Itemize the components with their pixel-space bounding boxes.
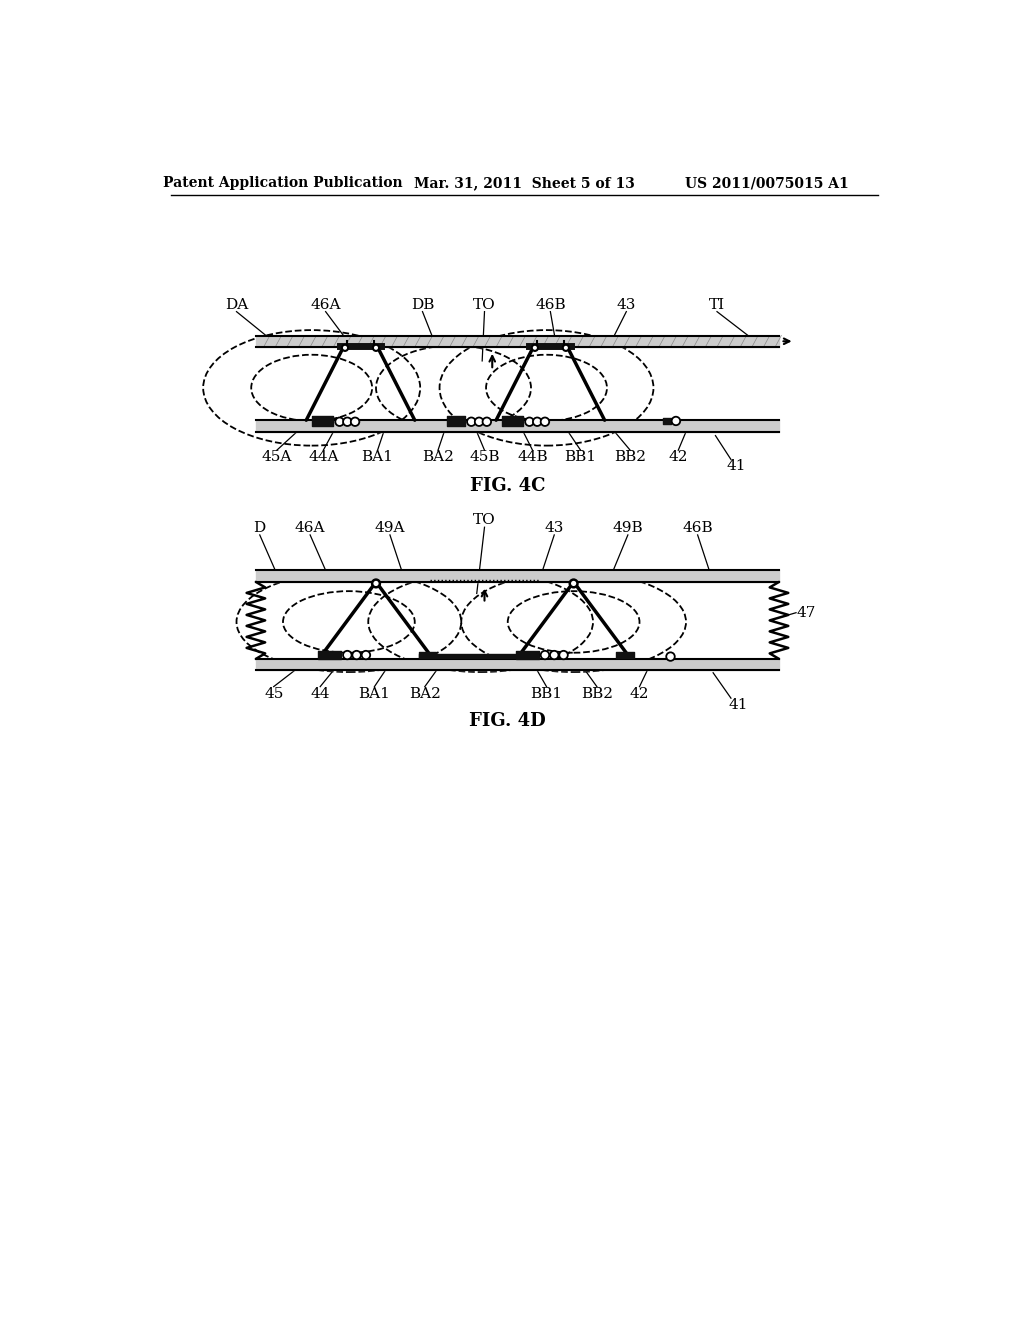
- Text: 44B: 44B: [517, 450, 548, 465]
- Circle shape: [361, 651, 371, 659]
- Text: TO: TO: [473, 513, 496, 527]
- Text: 43: 43: [545, 521, 564, 535]
- Circle shape: [342, 345, 348, 351]
- Text: 44A: 44A: [308, 450, 339, 465]
- Circle shape: [482, 417, 492, 426]
- Text: DB: DB: [411, 298, 434, 312]
- Circle shape: [550, 651, 558, 659]
- Circle shape: [559, 651, 568, 659]
- Text: BB1: BB1: [564, 450, 597, 465]
- Circle shape: [351, 417, 359, 426]
- Text: 49A: 49A: [375, 521, 406, 535]
- Circle shape: [569, 579, 578, 587]
- Circle shape: [541, 417, 549, 426]
- Text: BA1: BA1: [358, 686, 390, 701]
- Circle shape: [525, 417, 534, 426]
- Text: BA1: BA1: [361, 450, 393, 465]
- Text: 41: 41: [726, 459, 745, 474]
- Circle shape: [335, 417, 344, 426]
- Circle shape: [563, 345, 569, 351]
- Text: Patent Application Publication: Patent Application Publication: [163, 176, 402, 190]
- Text: 46A: 46A: [310, 298, 341, 312]
- Text: 47: 47: [796, 606, 815, 619]
- Text: BB2: BB2: [581, 686, 613, 701]
- Text: 45B: 45B: [469, 450, 500, 465]
- Circle shape: [541, 651, 549, 659]
- Text: 46A: 46A: [295, 521, 326, 535]
- Text: D: D: [254, 521, 266, 535]
- Text: 45: 45: [264, 686, 284, 701]
- Circle shape: [343, 417, 351, 426]
- Text: US 2011/0075015 A1: US 2011/0075015 A1: [685, 176, 849, 190]
- Circle shape: [672, 417, 680, 425]
- Text: 42: 42: [669, 450, 688, 465]
- Text: 42: 42: [630, 686, 649, 701]
- Text: BA2: BA2: [422, 450, 454, 465]
- Text: 46B: 46B: [536, 298, 565, 312]
- Text: TI: TI: [709, 298, 725, 312]
- Text: BB1: BB1: [530, 686, 562, 701]
- Text: DA: DA: [225, 298, 248, 312]
- Text: 49B: 49B: [612, 521, 643, 535]
- Circle shape: [467, 417, 475, 426]
- Circle shape: [343, 651, 351, 659]
- Circle shape: [352, 651, 360, 659]
- Circle shape: [531, 345, 538, 351]
- Circle shape: [532, 417, 542, 426]
- Circle shape: [372, 579, 380, 587]
- Text: 43: 43: [616, 298, 636, 312]
- Text: TO: TO: [473, 298, 496, 312]
- Circle shape: [667, 652, 675, 661]
- Text: FIG. 4D: FIG. 4D: [469, 711, 546, 730]
- Circle shape: [373, 345, 379, 351]
- Text: BB2: BB2: [614, 450, 646, 465]
- Text: BA2: BA2: [409, 686, 440, 701]
- Text: FIG. 4C: FIG. 4C: [470, 477, 546, 495]
- Text: 44: 44: [310, 686, 330, 701]
- Text: Mar. 31, 2011  Sheet 5 of 13: Mar. 31, 2011 Sheet 5 of 13: [415, 176, 635, 190]
- Text: 41: 41: [729, 698, 749, 711]
- Text: 46B: 46B: [682, 521, 713, 535]
- Text: 45A: 45A: [261, 450, 292, 465]
- Circle shape: [475, 417, 483, 426]
